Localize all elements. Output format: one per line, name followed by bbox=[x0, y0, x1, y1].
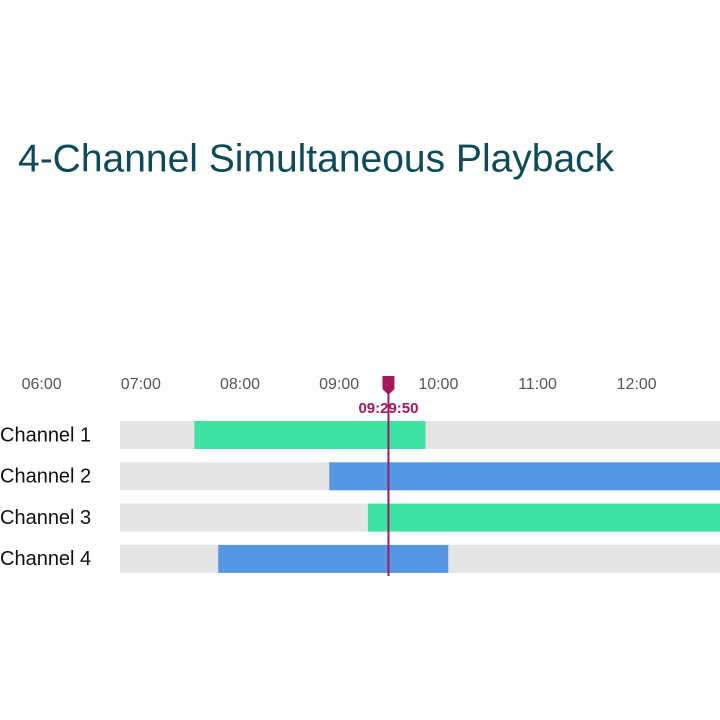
segment bbox=[329, 462, 720, 491]
x-tick-label: 07:00 bbox=[121, 376, 161, 393]
x-tick-label: 08:00 bbox=[220, 376, 260, 393]
segment bbox=[367, 503, 720, 532]
cursor-marker bbox=[382, 376, 395, 395]
cursor-label: 09:29:50 bbox=[358, 400, 418, 417]
x-tick-label: 11:00 bbox=[518, 376, 557, 393]
chart-title: 4-Channel Simultaneous Playback bbox=[18, 137, 615, 180]
channel-label: Channel 2 bbox=[0, 466, 91, 488]
channel-label: Channel 3 bbox=[0, 507, 91, 529]
channel-label: Channel 1 bbox=[0, 424, 91, 446]
x-tick-label: 06:00 bbox=[22, 376, 62, 393]
segment bbox=[218, 544, 449, 573]
x-tick-label: 09:00 bbox=[319, 376, 359, 393]
channel-label: Channel 4 bbox=[0, 548, 91, 570]
x-tick-label: 12:00 bbox=[617, 376, 657, 393]
x-tick-label: 10:00 bbox=[418, 376, 458, 393]
segment bbox=[194, 421, 426, 449]
